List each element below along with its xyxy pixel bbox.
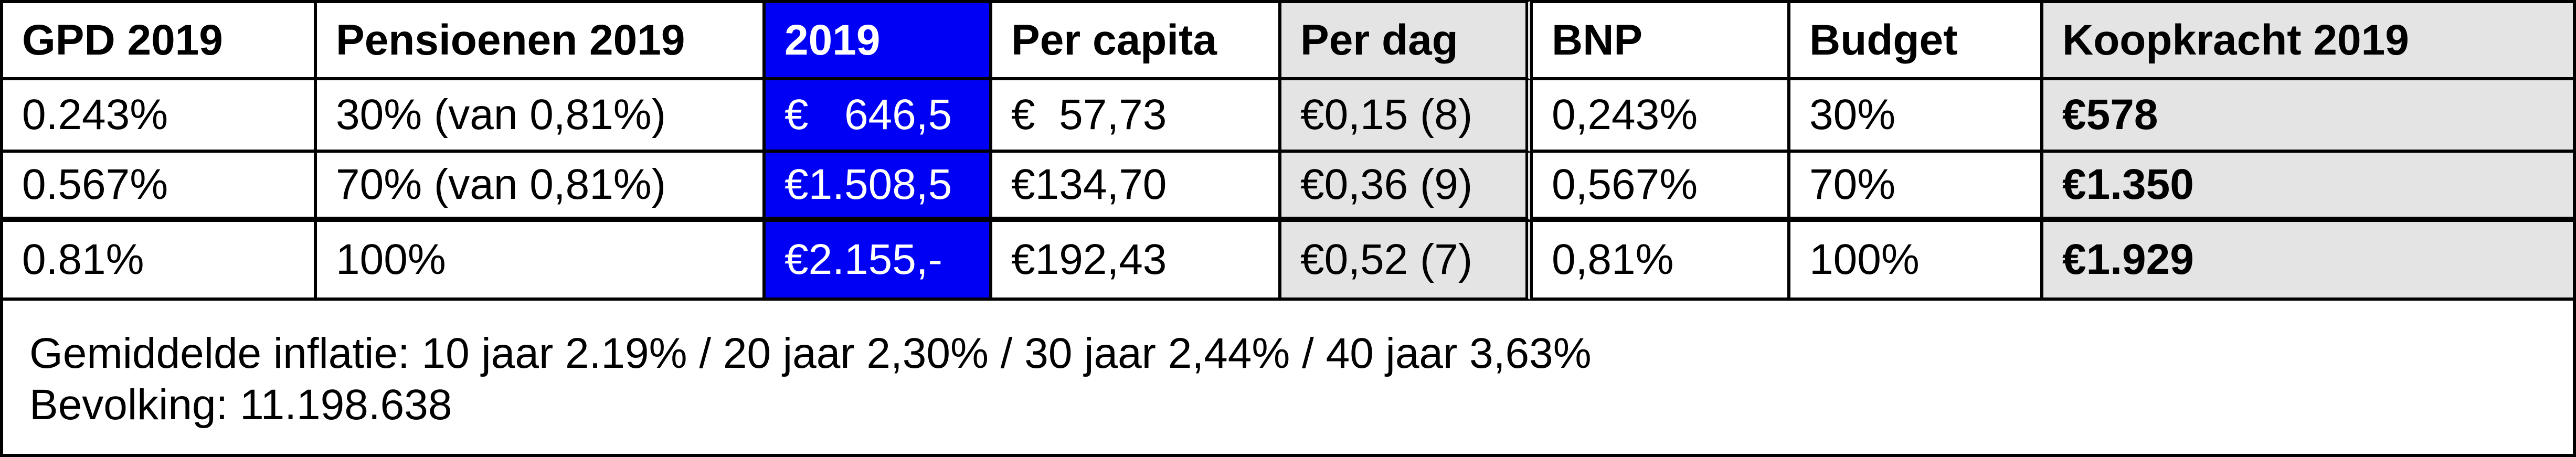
header-cell: GPD 2019 [0,0,317,80]
table-cell: € 646,5 [766,80,992,153]
table-cell: 100% [317,222,766,301]
table-cell: €1.929 [2043,222,2576,301]
table-cell: €1.508,5 [766,153,992,222]
table-cell: 70% [1790,153,2043,222]
table-cell: 0.243% [0,80,317,153]
table-cell: 30% (van 0,81%) [317,80,766,153]
table-cell: €0,36 (9) [1281,153,1533,222]
table-cell: 100% [1790,222,2043,301]
table-cell: 0,243% [1533,80,1790,153]
table-cell: € 57,73 [992,80,1281,153]
table-cell: €2.155,- [766,222,992,301]
table-cell: 0,567% [1533,153,1790,222]
table-cell: €0,52 (7) [1281,222,1533,301]
table-cell: 30% [1790,80,2043,153]
table-cell: 0.567% [0,153,317,222]
table-cell: €0,15 (8) [1281,80,1533,153]
table-cell: 0.81% [0,222,317,301]
header-cell: Koopkracht 2019 [2043,0,2576,80]
table-cell: 70% (van 0,81%) [317,153,766,222]
footer-line: Gemiddelde inflatie: 10 jaar 2.19% / 20 … [29,330,1592,377]
header-cell: 2019 [766,0,992,80]
footer: Gemiddelde inflatie: 10 jaar 2.19% / 20 … [0,301,2576,457]
footer-line: Bevolking: 11.198.638 [29,381,452,429]
table-cell: €1.350 [2043,153,2576,222]
header-cell: Per capita [992,0,1281,80]
header-cell: Budget [1790,0,2043,80]
table-cell: €134,70 [992,153,1281,222]
header-cell: BNP [1533,0,1790,80]
header-cell: Pensioenen 2019 [317,0,766,80]
header-cell: Per dag [1281,0,1533,80]
table-cell: €192,43 [992,222,1281,301]
table-cell: 0,81% [1533,222,1790,301]
table-cell: €578 [2043,80,2576,153]
